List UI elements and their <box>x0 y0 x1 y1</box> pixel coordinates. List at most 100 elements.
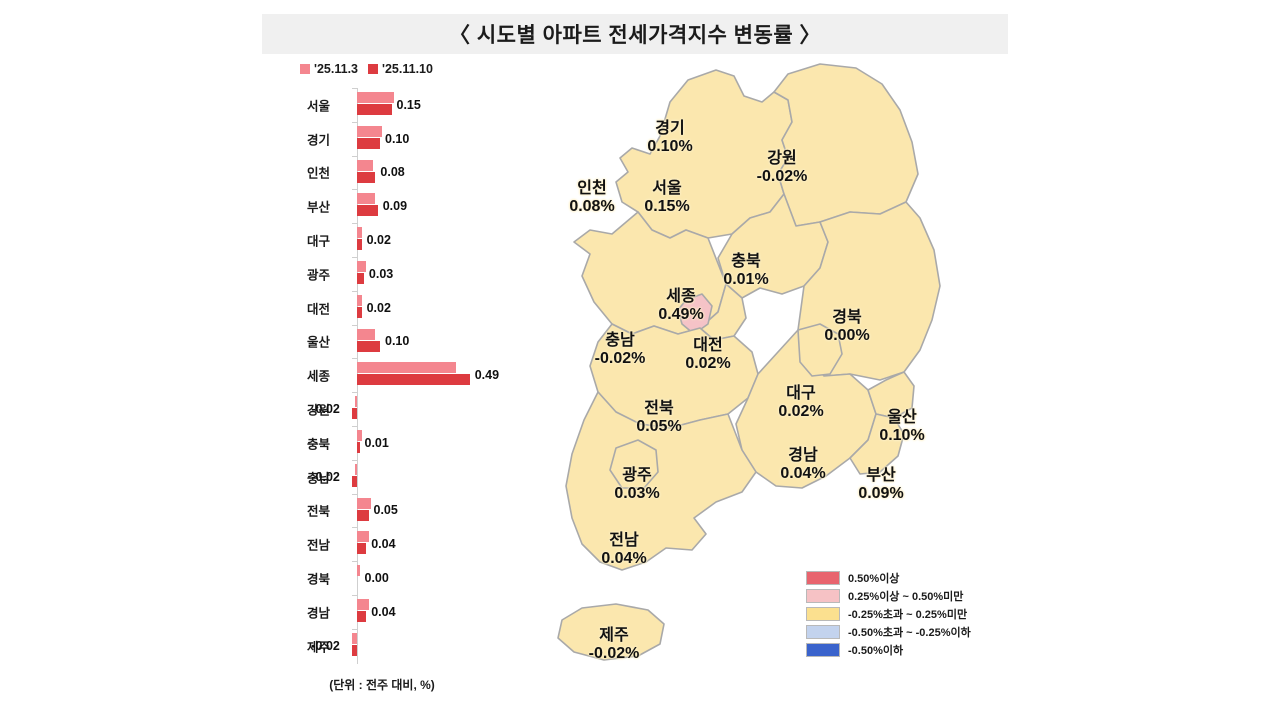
chart-legend-label: '25.11.10 <box>382 62 433 76</box>
bar-segment <box>357 430 362 441</box>
map-region-busan <box>849 413 905 475</box>
bar-value-label: 0.49 <box>474 368 500 383</box>
map-region-name: 울산 <box>887 409 917 426</box>
map-region-value: 0.09% <box>858 484 904 502</box>
map-legend-row: -0.25%초과 ~ 0.25%미만 <box>806 606 971 621</box>
axis-tick <box>352 493 357 495</box>
bar-chart-row: 강원 -0.02 <box>262 392 502 426</box>
bar-chart-row: 전북 0.05 <box>262 493 502 528</box>
bar-segment <box>352 408 357 420</box>
bar-value-label: -0.02 <box>311 638 340 653</box>
map-region-label: 전북 0.05% <box>636 400 681 436</box>
axis-tick <box>352 155 357 157</box>
bar-segment <box>357 442 360 453</box>
map-legend-swatch-icon <box>806 606 840 621</box>
legend-swatch-icon <box>368 64 378 74</box>
bar-chart-row: 광주 0.03 <box>262 257 502 291</box>
map-region-name: 광주 <box>622 467 652 484</box>
bar-category-label: 충남 <box>306 471 330 486</box>
map-region-name: 서울 <box>652 180 682 197</box>
bar-segment <box>352 475 357 487</box>
map-region-name: 세종 <box>666 288 696 305</box>
axis-tick <box>352 426 357 427</box>
map-region-label: 경남 0.04% <box>780 447 825 483</box>
axis-tick <box>352 561 357 563</box>
bar-category-label: 강원 <box>306 403 330 418</box>
axis-tick <box>352 257 357 258</box>
bar-chart-row: 충남 -0.02 <box>262 459 502 494</box>
bar-value-label: 0.04 <box>371 604 396 619</box>
bar-segment <box>357 509 369 521</box>
chart-legend: '25.11.3 '25.11.10 <box>300 62 433 76</box>
bar-segment <box>357 565 360 577</box>
map-region-label: 제주 -0.02% <box>589 627 640 663</box>
bar-category-label: 대전 <box>306 302 330 317</box>
map-legend-swatch-icon <box>806 642 840 657</box>
bar-chart-row: 경남 0.04 <box>262 595 502 629</box>
map-region-value: 0.08% <box>569 197 615 215</box>
axis-tick <box>352 628 357 630</box>
bar-segment <box>357 340 380 352</box>
map-region-name: 충남 <box>605 332 635 349</box>
map-region-name: 대전 <box>693 337 723 354</box>
bar-segment <box>357 611 367 622</box>
bar-category-label: 부산 <box>306 200 330 215</box>
map-region-value: 0.02% <box>685 354 731 372</box>
bar-value-label: 0.02 <box>366 300 391 315</box>
bar-category-label: 서울 <box>306 99 330 114</box>
map-region-label: 충북 0.01% <box>723 253 768 289</box>
bar-category-label: 광주 <box>306 268 330 283</box>
bar-value-label: 0.05 <box>373 503 398 518</box>
legend-swatch-icon <box>300 64 310 74</box>
map-region-name: 제주 <box>599 627 629 644</box>
bar-chart-row: 서울 0.15 <box>262 88 502 122</box>
bar-segment <box>352 644 357 656</box>
map-region-name: 경기 <box>655 120 685 137</box>
bar-category-label: 대구 <box>306 234 330 249</box>
map-region-name: 강원 <box>767 150 797 167</box>
bar-segment <box>357 159 374 171</box>
map-region-value: 0.05% <box>636 417 682 435</box>
map-region-value: -0.02% <box>756 167 808 185</box>
axis-tick <box>352 392 357 394</box>
map-region-name: 전북 <box>644 400 674 417</box>
map-region-label: 광주 0.03% <box>614 467 659 503</box>
bar-segment <box>357 294 362 306</box>
chart-legend-entry: '25.11.3 <box>300 62 358 76</box>
bar-segment <box>357 599 369 610</box>
map-region-jeju <box>557 603 665 661</box>
map-legend-label: -0.50%초과 ~ -0.25%이하 <box>848 626 971 639</box>
bar-segment <box>357 92 394 103</box>
bar-value-label: 0.02 <box>366 233 391 248</box>
axis-tick <box>352 527 357 529</box>
map-region-value: 0.49% <box>658 305 704 323</box>
axis-tick <box>352 324 357 326</box>
bar-segment <box>357 531 369 543</box>
axis-tick <box>352 223 357 225</box>
map-region-name: 전남 <box>609 532 639 549</box>
map-region-value: 0.03% <box>614 484 660 502</box>
map-region-label: 인천 0.08% <box>569 180 614 216</box>
map-region-label: 충남 -0.02% <box>595 332 646 368</box>
bar-chart-row: 대구 0.02 <box>262 223 502 257</box>
map-region-value: 0.04% <box>780 464 826 482</box>
bar-segment <box>357 261 367 272</box>
map-region-label: 서울 0.15% <box>644 180 689 216</box>
map-legend-swatch-icon <box>806 624 840 639</box>
map-region-value: 0.02% <box>778 402 824 420</box>
bar-segment <box>357 328 376 340</box>
bar-chart-row: 경북 0.00 <box>262 561 502 595</box>
map-region-name: 경남 <box>788 447 818 464</box>
map-region-name: 대구 <box>786 385 816 402</box>
bar-segment <box>357 137 380 149</box>
map-region-label: 대전 0.02% <box>685 337 730 373</box>
bar-chart-row: 인천 0.08 <box>262 155 502 190</box>
bar-segment <box>357 374 470 386</box>
bar-segment <box>357 497 371 509</box>
map-legend-label: -0.25%초과 ~ 0.25%미만 <box>848 608 968 621</box>
bar-category-label: 인천 <box>306 166 330 181</box>
map-region-value: -0.02% <box>594 349 646 367</box>
bar-value-label: -0.02 <box>311 402 340 417</box>
bar-category-label: 전북 <box>306 504 330 519</box>
